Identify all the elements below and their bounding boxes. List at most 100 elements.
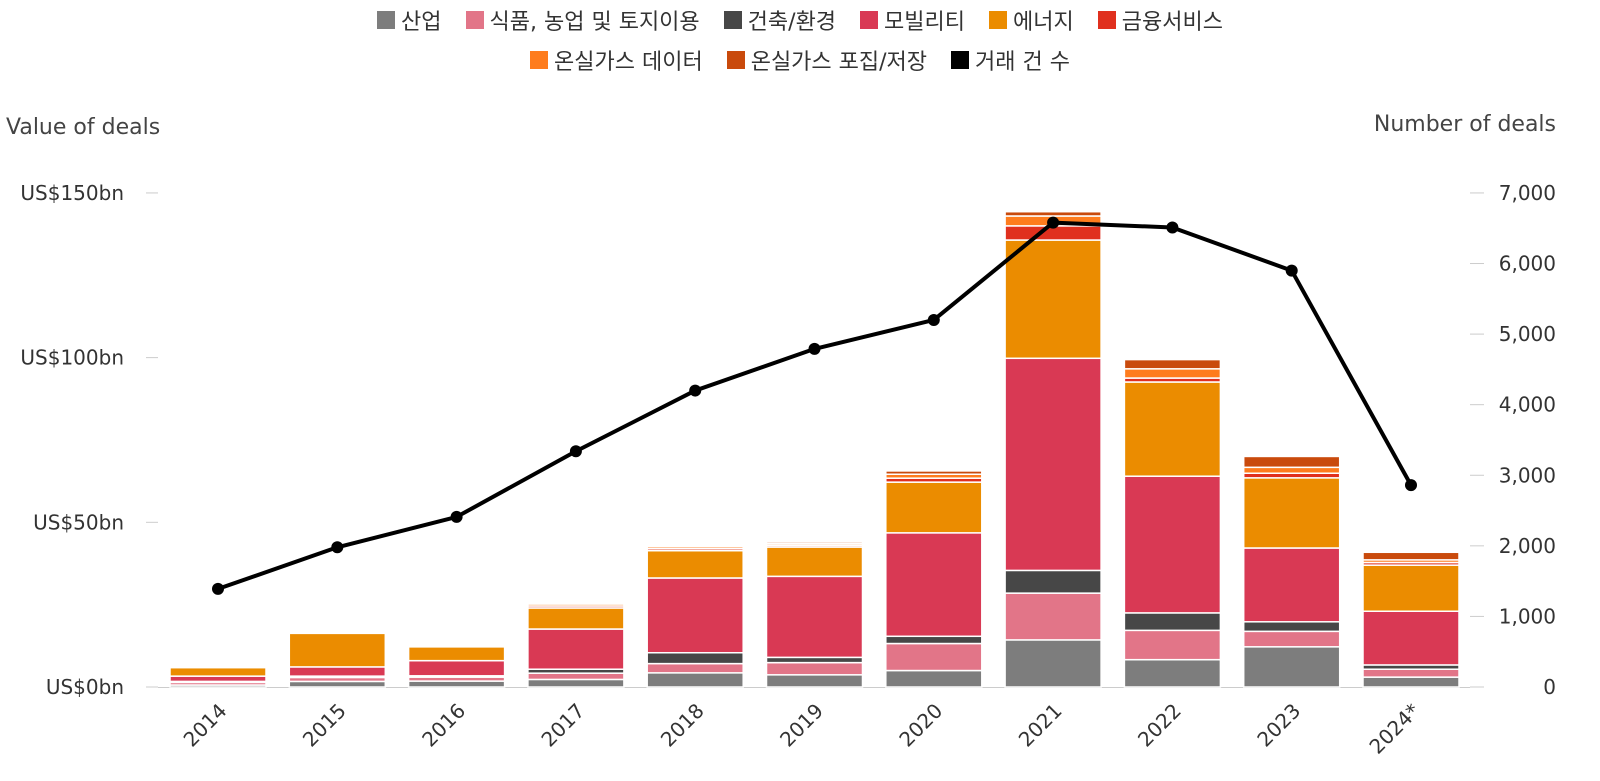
bar-segment-energy <box>1123 381 1222 477</box>
y2-tick-label: 3,000 <box>1499 463 1556 487</box>
deals-point <box>1047 216 1060 229</box>
deals-point <box>569 445 582 458</box>
x-tick-label: 2015 <box>298 699 351 752</box>
bar-segment-ccs <box>885 470 983 475</box>
legend-item-industry: 산업 <box>377 4 442 36</box>
y2-tick-label: 4,000 <box>1499 393 1556 417</box>
bar-segment-energy <box>288 632 387 668</box>
bar-segment-mobility <box>765 575 864 659</box>
bar-segment-industry <box>646 672 744 688</box>
bar-segment-ghg_data <box>1242 466 1341 474</box>
bar-segment-energy <box>407 646 506 662</box>
deals-point <box>1405 479 1417 492</box>
legend-item-building: 건축/환경 <box>723 4 837 36</box>
bar-segment-ccs <box>1123 358 1222 370</box>
bar-segment-energy <box>1362 564 1460 612</box>
bar-segment-industry <box>765 674 864 688</box>
bar-segment-energy <box>1004 239 1102 360</box>
y2-axis-title: Number of deals <box>1374 112 1556 137</box>
x-tick-label: 2018 <box>656 699 709 752</box>
bar-segment-mobility <box>646 577 744 654</box>
bar-segment-industry <box>885 669 983 688</box>
legend-swatch-ghg_data <box>530 51 549 69</box>
y-tick-label: US$50bn <box>33 510 124 534</box>
bar-segment-mobility <box>527 628 625 670</box>
x-tick-label: 2022 <box>1133 699 1186 752</box>
deals-point <box>927 313 940 326</box>
legend-row: 산업 식품, 농업 및 토지이용 건축/환경 모빌리티 에너지 금융서비스 <box>0 0 1600 40</box>
legend-swatch-deals <box>951 51 970 69</box>
legend-swatch-building <box>723 11 742 29</box>
deals-line <box>217 220 1413 591</box>
bar-segment-ghg_data <box>1123 368 1222 379</box>
legend-item-food: 식품, 농업 및 토지이용 <box>465 4 700 36</box>
bar-segment-industry <box>288 680 387 688</box>
bar-segment-building <box>885 635 983 645</box>
bar-segment-energy <box>885 481 983 534</box>
bar-segment-building <box>646 651 744 665</box>
y2-tick-label: 5,000 <box>1499 322 1556 346</box>
legend-item-ccs: 온실가스 포집/저장 <box>726 44 928 76</box>
x-tick-label: 2023 <box>1252 699 1305 752</box>
bar-segment-ccs <box>765 541 864 545</box>
bar-segment-food <box>1004 592 1102 641</box>
bar-segment-mobility <box>1123 475 1222 614</box>
bar-segment-building <box>1004 569 1102 594</box>
bar-segment-ccs <box>527 601 625 605</box>
bar-segment-mobility <box>1242 547 1341 623</box>
legend-label-finance: 금융서비스 <box>1121 10 1223 35</box>
bar-segment-food <box>1123 629 1222 661</box>
bar-segment-industry <box>527 678 625 688</box>
bar-segment-energy <box>527 607 625 630</box>
legend-item-energy: 에너지 <box>989 4 1074 36</box>
deals-point <box>808 342 821 355</box>
x-tick-label: 2019 <box>775 699 828 752</box>
y2-tick-label: 2,000 <box>1499 534 1556 558</box>
legend-swatch-ccs <box>726 51 745 69</box>
legend-swatch-energy <box>989 11 1008 29</box>
bar-segment-food <box>885 642 983 672</box>
legend-label-deals: 거래 건 수 <box>975 50 1070 75</box>
bar-segment-ccs <box>1004 210 1102 217</box>
bar-segment-industry <box>1123 658 1222 688</box>
bar-segment-building <box>765 656 864 664</box>
y2-tick-label: 7,000 <box>1499 181 1556 205</box>
legend-label-industry: 산업 <box>401 10 442 35</box>
y-tick-label: US$0bn <box>46 675 124 699</box>
deals-point <box>450 510 463 523</box>
y-tick-label: US$150bn <box>20 181 124 205</box>
bar-segment-food <box>1362 668 1460 678</box>
legend-label-ccs: 온실가스 포집/저장 <box>750 50 928 75</box>
legend-label-energy: 에너지 <box>1013 10 1074 35</box>
legend-swatch-industry <box>377 11 396 29</box>
deals-point <box>212 582 224 595</box>
bar-segment-mobility <box>1362 610 1460 666</box>
bar-segment-building <box>1123 612 1222 632</box>
x-tick-label: 2014 <box>179 699 232 752</box>
bar-segment-industry <box>1242 646 1341 688</box>
y-tick-label: US$100bn <box>20 346 124 370</box>
bar-segment-industry <box>1362 676 1460 688</box>
y2-tick-label: 6,000 <box>1499 252 1556 276</box>
deals-point <box>689 384 702 397</box>
legend-swatch-food <box>465 11 484 29</box>
bar-segment-industry <box>407 680 506 688</box>
legend-item-ghg_data: 온실가스 데이터 <box>530 44 703 76</box>
bar-segment-ccs <box>646 544 744 548</box>
y-axis-title: Value of deals <box>6 115 160 140</box>
legend-label-food: 식품, 농업 및 토지이용 <box>489 10 700 35</box>
bar-segment-food <box>646 662 744 674</box>
legend-label-ghg_data: 온실가스 데이터 <box>554 50 703 75</box>
bar-segment-energy <box>765 546 864 578</box>
deals-point <box>1166 221 1179 234</box>
x-tick-label: 2017 <box>536 699 589 752</box>
bar-segment-mobility <box>169 675 267 683</box>
deals-point <box>331 541 344 554</box>
bar-segment-ccs <box>1242 455 1341 469</box>
x-tick-label: 2020 <box>894 699 947 752</box>
bar-segment-mobility <box>407 659 506 677</box>
y2-tick-label: 1,000 <box>1499 604 1556 628</box>
bar-segment-mobility <box>885 532 983 638</box>
legend-label-building: 건축/환경 <box>747 10 837 35</box>
